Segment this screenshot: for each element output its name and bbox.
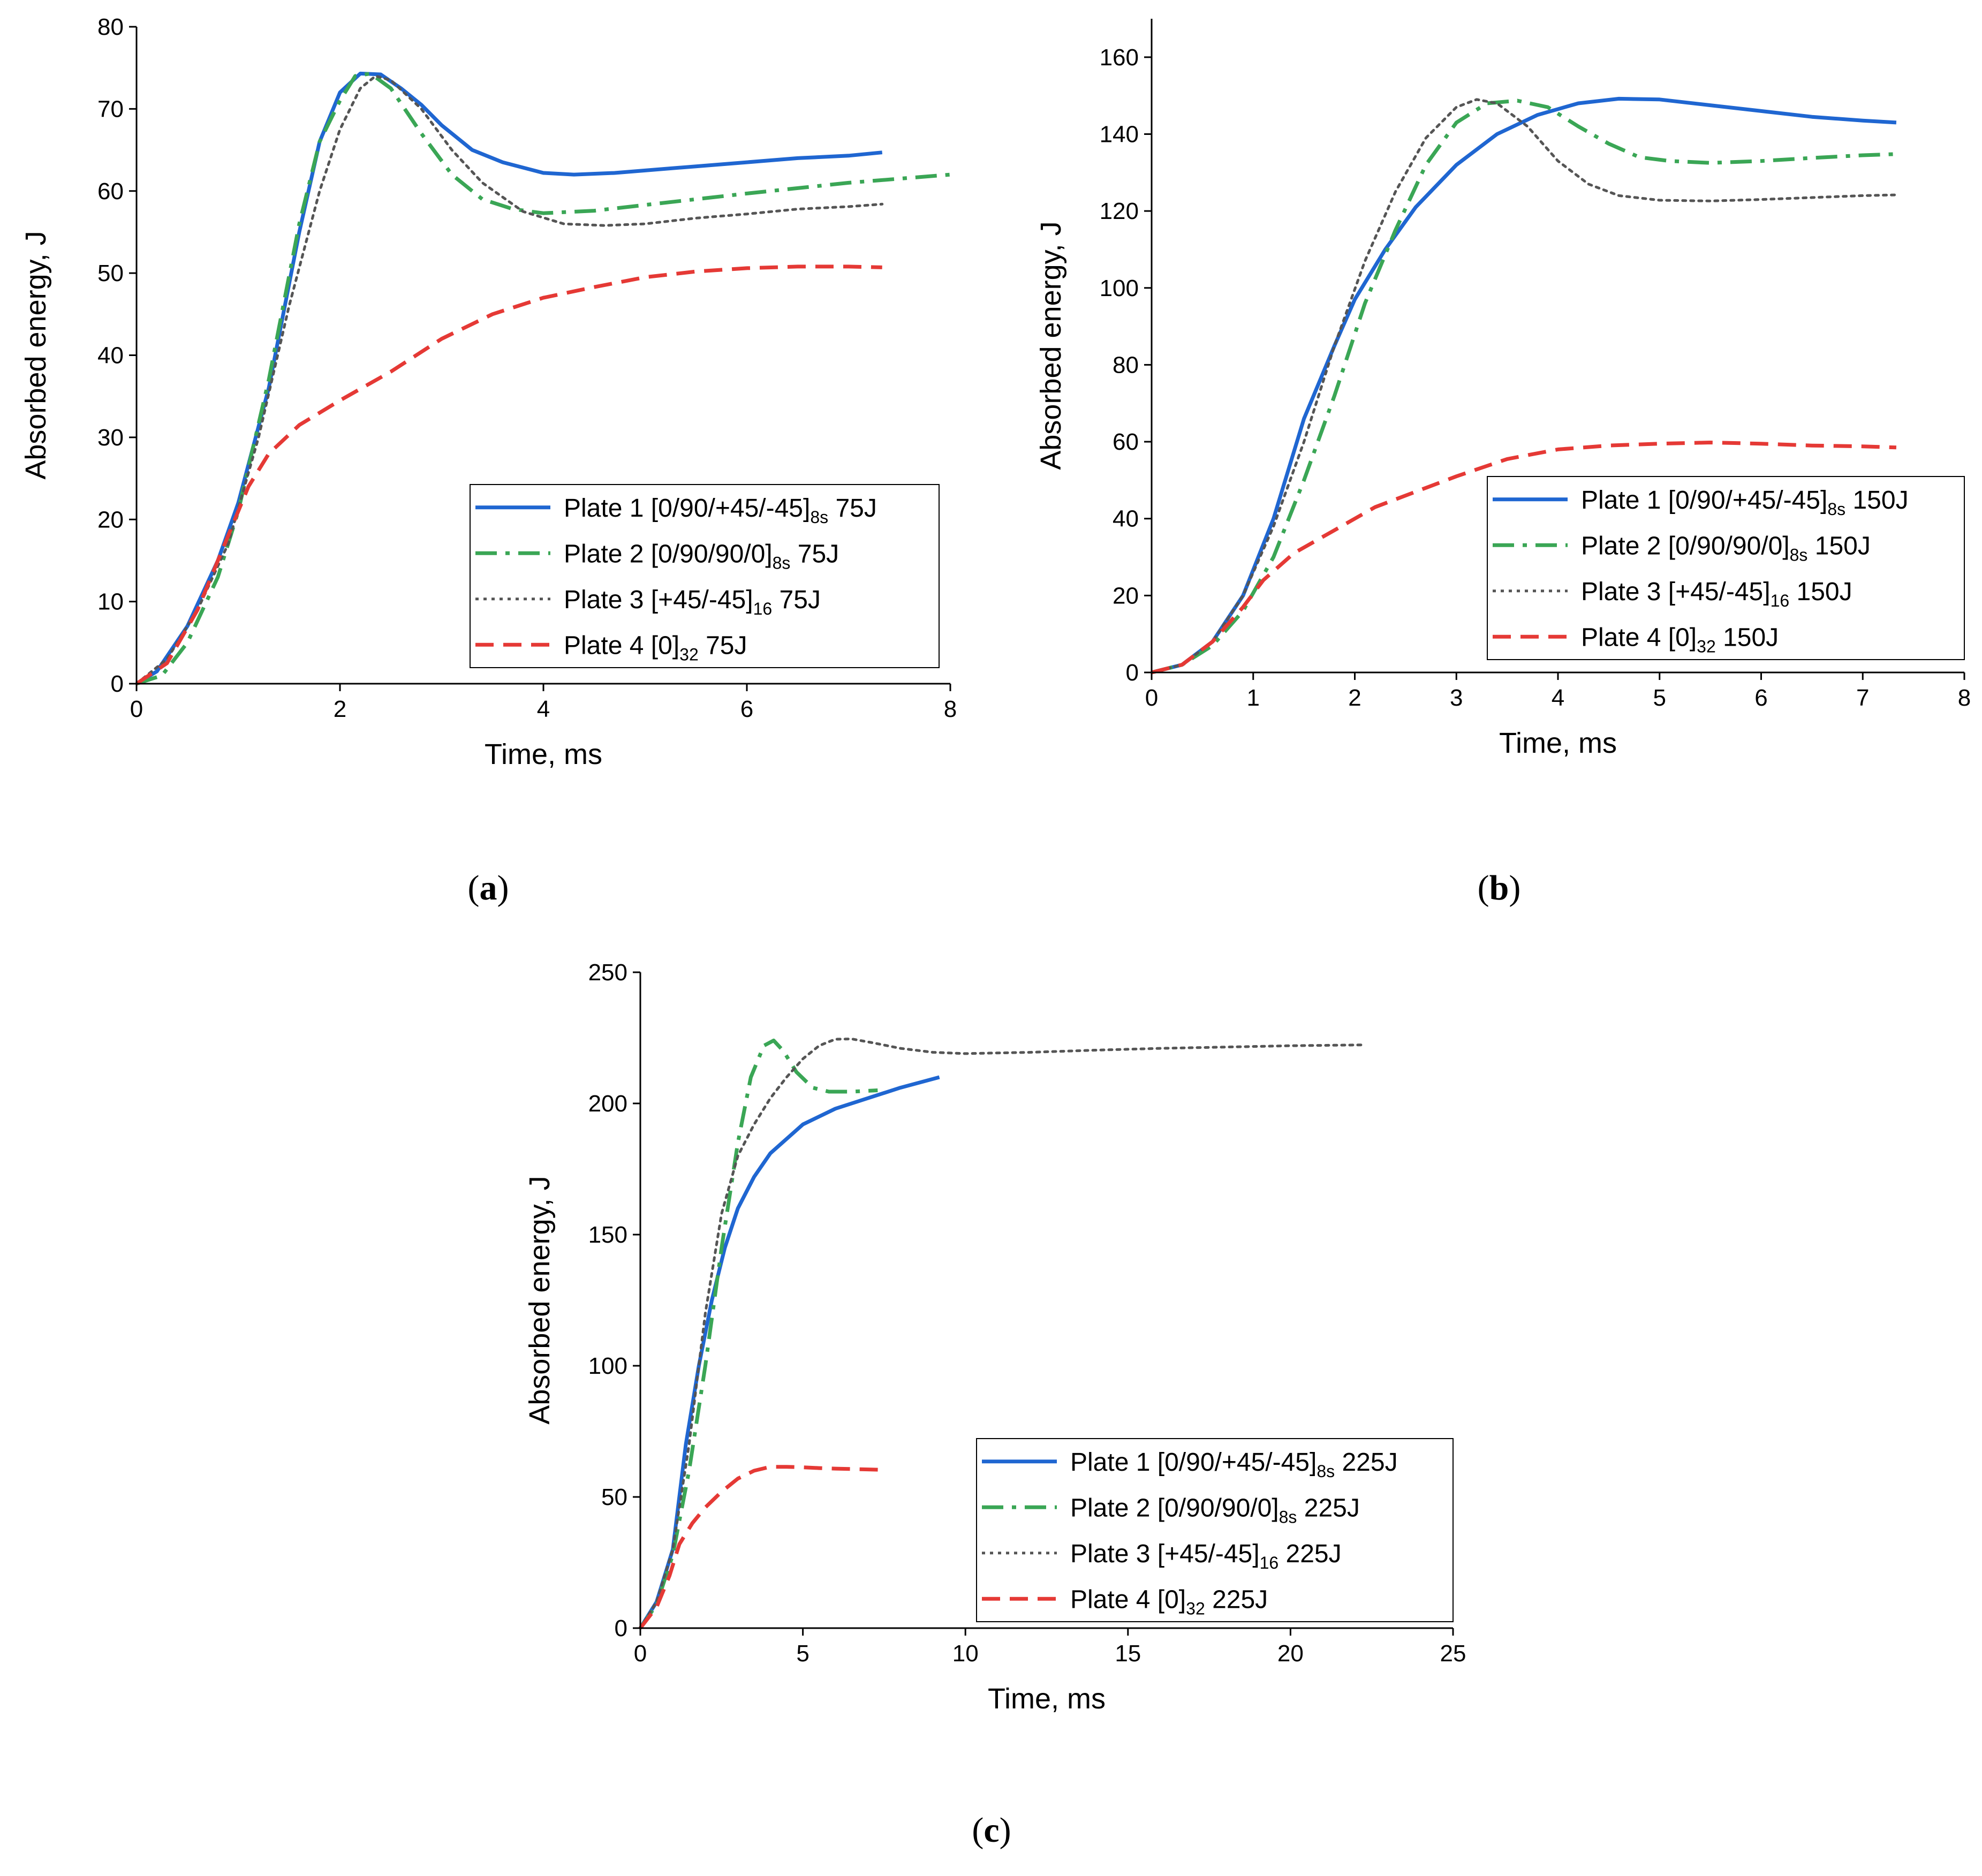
y-tick-label: 20 xyxy=(1113,583,1139,609)
x-tick-label: 25 xyxy=(1440,1640,1466,1667)
y-tick-label: 0 xyxy=(615,1615,627,1641)
chart-panel-a: 0 2 4 6 8 0 10 20 30 40 50 60 70 80 Time, ms Absorbe… xyxy=(20,14,957,770)
x-tick-label: 6 xyxy=(740,696,753,722)
y-ticks: 0 50 100 150 200 250 xyxy=(588,959,640,1641)
x-tick-label: 8 xyxy=(944,696,957,722)
legend-label-plate-1: Plate 1 [0/90/+45/-45]8s 225J xyxy=(1070,1448,1398,1481)
y-tick-label: 200 xyxy=(588,1091,627,1117)
x-tick-label: 8 xyxy=(1958,685,1971,711)
x-tick-label: 20 xyxy=(1277,1640,1304,1667)
x-tick-label: 5 xyxy=(796,1640,809,1667)
series-line-plate-4 xyxy=(1151,441,1897,675)
y-ticks: 0 20 40 60 80 100 120 140 160 xyxy=(1100,44,1152,686)
y-tick-label: 50 xyxy=(97,260,124,286)
legend: Plate 1 [0/90/+45/-45]8s 75J Plate 2 [0/9… xyxy=(470,484,940,668)
y-tick-label: 30 xyxy=(97,425,124,451)
y-tick-label: 120 xyxy=(1100,198,1139,224)
panel-label-b: (b) xyxy=(1478,868,1521,907)
y-tick-label: 0 xyxy=(111,671,124,697)
y-tick-label: 100 xyxy=(588,1353,627,1379)
y-axis-label: Absorbed energy, J xyxy=(1035,221,1067,470)
x-tick-label: 0 xyxy=(1145,685,1158,711)
y-tick-label: 40 xyxy=(1113,506,1139,532)
legend-label-plate-2: Plate 2 [0/90/90/0]8s 225J xyxy=(1070,1494,1360,1526)
x-ticks: 0 5 10 15 20 25 xyxy=(634,1628,1466,1667)
series-group xyxy=(1150,96,1898,675)
x-axis-label: Time, ms xyxy=(485,738,602,770)
y-tick-label: 50 xyxy=(601,1484,627,1510)
series-group xyxy=(135,71,951,686)
panel-label-c: (c) xyxy=(972,1811,1011,1850)
legend-box xyxy=(1487,476,1965,660)
series-line-plate-3 xyxy=(1150,98,1898,674)
x-tick-label: 4 xyxy=(1552,685,1564,711)
y-tick-label: 60 xyxy=(1113,429,1139,455)
series-line-plate-3 xyxy=(135,74,884,685)
legend-label-plate-2: Plate 2 [0/90/90/0]8s 150J xyxy=(1581,532,1871,564)
y-tick-label: 80 xyxy=(97,14,124,40)
axes xyxy=(639,972,1453,1629)
x-tick-label: 0 xyxy=(634,1640,647,1667)
y-ticks: 0 10 20 30 40 50 60 70 80 xyxy=(97,14,137,697)
legend-label-plate-1: Plate 1 [0/90/+45/-45]8s 150J xyxy=(1581,486,1909,519)
chart-panel-c: 0 5 10 15 20 25 0 50 100 150 200 250 Time, ms Abso… xyxy=(524,959,1466,1715)
x-tick-label: 1 xyxy=(1247,685,1260,711)
legend-label-plate-4: Plate 4 [0]32 225J xyxy=(1070,1585,1268,1618)
x-tick-label: 5 xyxy=(1653,685,1666,711)
series-group xyxy=(639,1038,1364,1630)
legend-label-plate-4: Plate 4 [0]32 150J xyxy=(1581,623,1779,656)
legend: Plate 1 [0/90/+45/-45]8s 225J Plate 2 [0/… xyxy=(976,1438,1454,1622)
x-tick-label: 15 xyxy=(1115,1640,1141,1667)
y-tick-label: 160 xyxy=(1100,44,1139,71)
series-line-plate-4 xyxy=(135,264,882,685)
legend-box xyxy=(470,484,940,668)
y-tick-label: 20 xyxy=(97,506,124,533)
x-tick-label: 4 xyxy=(537,696,550,722)
x-tick-label: 6 xyxy=(1754,685,1767,711)
y-axis-label: Absorbed energy, J xyxy=(524,1176,556,1424)
legend-label-plate-4: Plate 4 [0]32 75J xyxy=(564,631,747,664)
y-axis-label: Absorbed energy, J xyxy=(20,231,52,479)
chart-panel-b: 0 1 2 3 4 5 6 7 8 0 20 40 60 80 100 120 140 160 Time, ms… xyxy=(1035,19,1971,759)
y-tick-label: 60 xyxy=(97,178,124,205)
legend-label-plate-3: Plate 3 [+45/-45]16 225J xyxy=(1070,1540,1342,1572)
x-tick-label: 3 xyxy=(1450,685,1463,711)
x-tick-label: 0 xyxy=(130,696,143,722)
y-tick-label: 140 xyxy=(1100,121,1139,147)
y-tick-label: 0 xyxy=(1126,660,1139,686)
x-ticks: 0 2 4 6 8 xyxy=(130,684,957,722)
x-ticks: 0 1 2 3 4 5 6 7 8 xyxy=(1145,672,1971,711)
x-tick-label: 2 xyxy=(334,696,346,722)
y-tick-label: 80 xyxy=(1113,352,1139,378)
legend-box xyxy=(976,1438,1454,1622)
x-tick-label: 7 xyxy=(1856,685,1869,711)
y-tick-label: 10 xyxy=(97,589,124,615)
y-tick-label: 40 xyxy=(97,343,124,369)
legend-label-plate-1: Plate 1 [0/90/+45/-45]8s 75J xyxy=(564,494,877,527)
legend-label-plate-3: Plate 3 [+45/-45]16 150J xyxy=(1581,578,1852,610)
x-tick-label: 2 xyxy=(1348,685,1361,711)
x-tick-label: 10 xyxy=(952,1640,979,1667)
x-axis-label: Time, ms xyxy=(988,1683,1106,1715)
legend: Plate 1 [0/90/+45/-45]8s 150J Plate 2 [0/… xyxy=(1487,476,1965,660)
legend-label-plate-2: Plate 2 [0/90/90/0]8s 75J xyxy=(564,540,839,572)
y-tick-label: 250 xyxy=(588,959,627,986)
x-axis-label: Time, ms xyxy=(1499,727,1617,759)
y-tick-label: 70 xyxy=(97,96,124,122)
panel-label-a: (a) xyxy=(468,868,509,907)
legend-label-plate-3: Plate 3 [+45/-45]16 75J xyxy=(564,586,821,618)
y-tick-label: 150 xyxy=(588,1222,627,1248)
y-tick-label: 100 xyxy=(1100,275,1139,301)
